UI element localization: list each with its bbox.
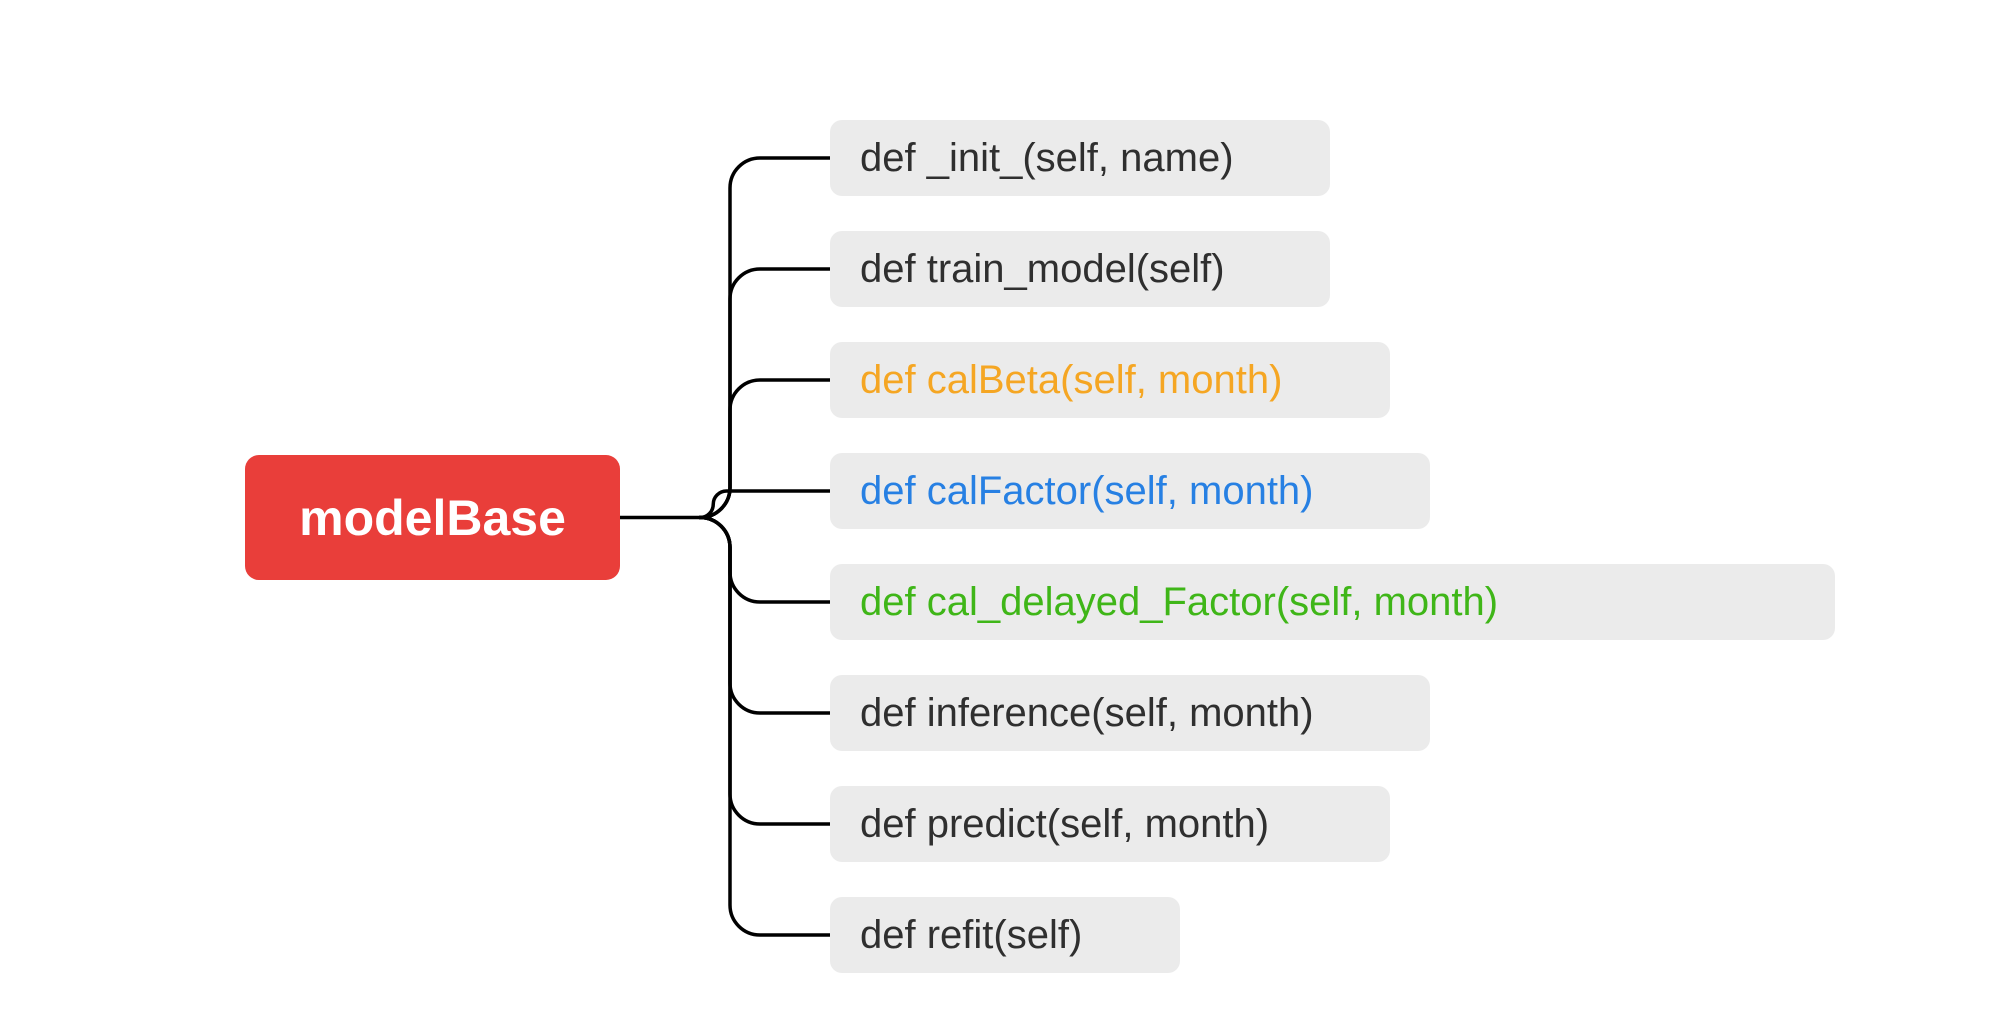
child-label: def refit(self) (860, 913, 1082, 958)
child-node-3: def calFactor(self, month) (830, 453, 1430, 529)
child-label: def _init_(self, name) (860, 136, 1234, 181)
child-node-4: def cal_delayed_Factor(self, month) (830, 564, 1835, 640)
child-node-6: def predict(self, month) (830, 786, 1390, 862)
root-label: modelBase (299, 489, 566, 547)
child-label: def cal_delayed_Factor(self, month) (860, 580, 1498, 625)
diagram-canvas: modelBase def _init_(self, name) def tra… (0, 0, 2000, 1030)
child-label: def predict(self, month) (860, 802, 1269, 847)
root-node: modelBase (245, 455, 620, 580)
child-node-0: def _init_(self, name) (830, 120, 1330, 196)
child-label: def calFactor(self, month) (860, 469, 1314, 514)
child-node-7: def refit(self) (830, 897, 1180, 973)
child-label: def inference(self, month) (860, 691, 1314, 736)
child-label: def train_model(self) (860, 247, 1225, 292)
child-node-1: def train_model(self) (830, 231, 1330, 307)
child-node-2: def calBeta(self, month) (830, 342, 1390, 418)
child-label: def calBeta(self, month) (860, 358, 1282, 403)
child-node-5: def inference(self, month) (830, 675, 1430, 751)
